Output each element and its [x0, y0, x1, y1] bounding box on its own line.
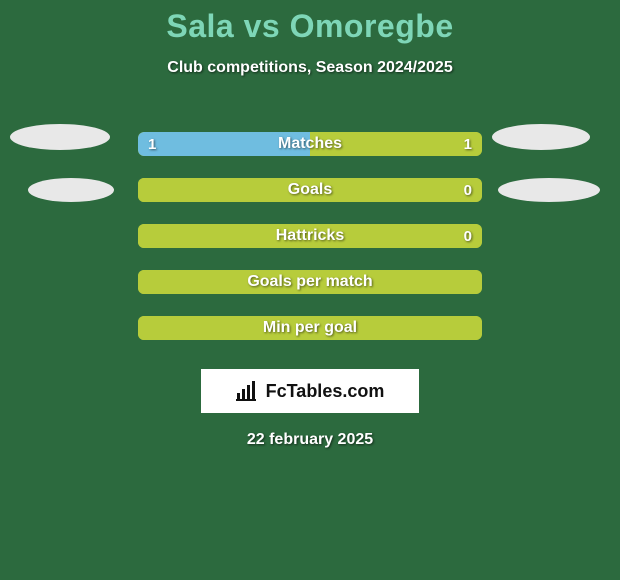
stat-label: Min per goal [138, 319, 482, 337]
stat-label: Goals [138, 181, 482, 199]
date-line: 22 february 2025 [0, 431, 620, 449]
page-title: Sala vs Omoregbe [0, 0, 620, 45]
stat-label: Goals per match [138, 273, 482, 291]
subtitle: Club competitions, Season 2024/2025 [0, 59, 620, 77]
comparison-card: Sala vs Omoregbe Club competitions, Seas… [0, 0, 620, 580]
logo-box: FcTables.com [201, 369, 419, 413]
logo-text: FcTables.com [266, 381, 385, 402]
stat-rows: Matches11Goals0Hattricks0Goals per match… [0, 121, 620, 351]
stat-bar-track: Goals per match [138, 270, 482, 294]
stat-label: Hattricks [138, 227, 482, 245]
stat-row: Matches1 1 [0, 121, 620, 167]
stat-value-right: 1 [464, 136, 472, 153]
stat-row: Hattricks0 [0, 213, 620, 259]
stat-bar-track: Matches1 1 [138, 132, 482, 156]
bar-chart-icon [236, 381, 260, 401]
stat-row: Min per goal [0, 305, 620, 351]
stat-value-left: 1 [148, 136, 156, 153]
stat-bar-track: Hattricks0 [138, 224, 482, 248]
stat-row: Goals per match [0, 259, 620, 305]
stat-value-right: 0 [464, 228, 472, 245]
stat-bar-track: Min per goal [138, 316, 482, 340]
stat-label: Matches [138, 135, 482, 153]
stat-bar-track: Goals0 [138, 178, 482, 202]
stat-value-right: 0 [464, 182, 472, 199]
stat-row: Goals0 [0, 167, 620, 213]
